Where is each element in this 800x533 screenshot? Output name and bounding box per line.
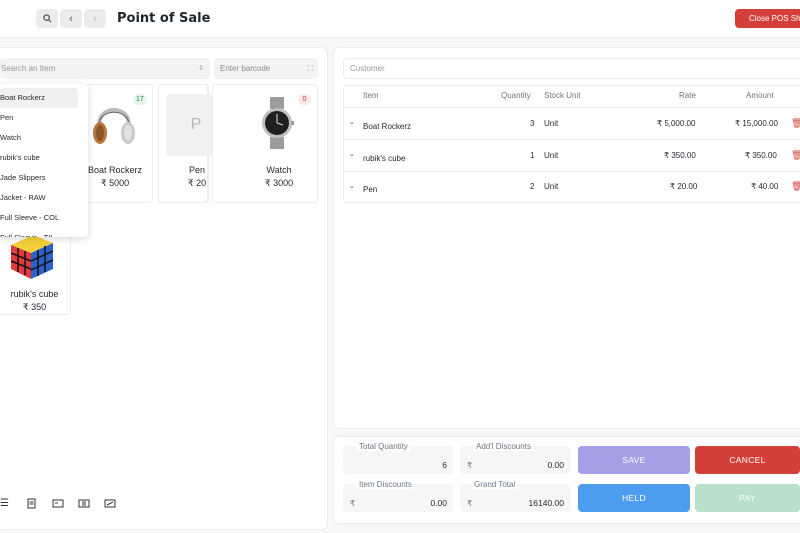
item-price: ₹ 20 — [187, 178, 207, 188]
cart-item-rate: ₹ 5,000.00 — [657, 119, 696, 128]
cart-item-quantity[interactable]: 1 — [530, 151, 535, 160]
search-button[interactable] — [36, 9, 58, 28]
grand-total-value: 16140.00 — [528, 498, 564, 508]
item-search-input[interactable]: Search an Item ⇕ — [0, 58, 210, 79]
chevron-down-icon[interactable]: ⌄ — [349, 183, 355, 190]
rubiks-cube-image — [10, 235, 54, 279]
dropdown-option[interactable]: Full Sleeve - TIL — [0, 228, 78, 237]
addl-discounts-value: 0.00 — [547, 460, 564, 470]
item-discounts-label: Item Discounts — [357, 480, 414, 489]
grand-total-label: Grand Total — [472, 480, 518, 489]
item-search-placeholder: Search an Item — [1, 64, 56, 73]
pay-button[interactable]: PAY — [695, 484, 800, 512]
cart-item-rate: ₹ 20.00 — [670, 182, 698, 191]
cart-item-name: Boat Rockerz — [363, 122, 412, 131]
cart-item-unit: Unit — [544, 119, 559, 128]
item-price: ₹ 5000 — [100, 178, 130, 188]
cart-item-name: rubik's cube — [363, 154, 406, 163]
cart-item-rate: ₹ 350.00 — [664, 151, 696, 160]
page-title: Point of Sale — [117, 11, 211, 26]
card-icon[interactable] — [52, 498, 64, 509]
cart-item-amount: ₹ 15,000.00 — [735, 119, 778, 128]
item-name: Pen — [188, 165, 205, 175]
row-divider — [344, 139, 800, 140]
row-divider — [344, 107, 800, 108]
forward-button[interactable]: › — [84, 9, 106, 28]
cart-item-unit: Unit — [544, 151, 559, 160]
currency-symbol: ₹ — [467, 499, 473, 508]
top-bar: ‹ › Point of Sale Close POS Shift — [0, 0, 800, 38]
cart-item-amount: ₹ 350.00 — [745, 151, 777, 160]
item-card-watch[interactable]: 0 Watch ₹ 3000 — [212, 84, 318, 203]
dropdown-option[interactable]: Jade Slippers — [0, 173, 46, 182]
item-card-pen-top[interactable]: P 42 Pen ₹ 20 — [158, 84, 229, 203]
item-price: ₹ 350 — [22, 302, 47, 312]
search-icon — [42, 14, 51, 23]
trash-icon[interactable]: 🗑 — [791, 118, 800, 128]
list-icon[interactable]: ☰ — [0, 498, 9, 509]
barcode-input[interactable]: Enter barcode ⛶ — [214, 58, 318, 79]
close-pos-shift-button[interactable]: Close POS Shift — [735, 9, 800, 28]
row-divider — [344, 171, 800, 172]
updown-icon: ⇕ — [198, 65, 204, 72]
item-search-dropdown: Boat Rockerz Pen Watch rubik's cube Jade… — [0, 84, 88, 237]
stock-badge: 0 — [298, 94, 311, 105]
addl-discounts-label: Add'l Discounts — [474, 442, 533, 451]
chevron-down-icon[interactable]: ⌄ — [349, 119, 355, 126]
dropdown-option[interactable]: Jacket - RAW — [0, 193, 46, 202]
total-quantity-value: 6 — [442, 460, 447, 470]
column-header-item: Item — [363, 91, 379, 100]
item-name: rubik's cube — [10, 289, 59, 299]
item-name: Boat Rockerz — [87, 165, 143, 175]
currency-symbol: ₹ — [467, 461, 473, 470]
headphones-image — [93, 108, 135, 144]
cancel-button[interactable]: CANCEL — [695, 446, 800, 474]
item-name: Watch — [266, 165, 292, 175]
held-button[interactable]: HELD — [578, 484, 690, 512]
back-button[interactable]: ‹ — [60, 9, 82, 28]
receipt-icon[interactable] — [26, 498, 37, 509]
customer-select[interactable]: Customer ⇕ — [343, 58, 800, 79]
column-header-quantity: Quantity — [501, 91, 531, 100]
stock-badge: 17 — [133, 94, 147, 105]
customer-placeholder: Customer — [350, 64, 385, 73]
grid-icon[interactable] — [78, 498, 90, 509]
total-quantity-label: Total Quantity — [357, 442, 410, 451]
cart-item-quantity[interactable]: 3 — [530, 119, 535, 128]
cart-panel — [333, 47, 800, 429]
dropdown-option[interactable]: Boat Rockerz — [0, 88, 78, 108]
pen-placeholder-letter: P — [190, 116, 202, 133]
dropdown-option[interactable]: rubik's cube — [0, 153, 40, 162]
cart-item-name: Pen — [363, 185, 378, 194]
trash-icon[interactable]: 🗑 — [791, 181, 800, 191]
save-button[interactable]: SAVE — [578, 446, 690, 474]
dropdown-option[interactable]: Pen — [0, 113, 14, 122]
cart-item-unit: Unit — [544, 182, 559, 191]
cart-item-amount: ₹ 40.00 — [751, 182, 779, 191]
cart-items-table — [343, 85, 800, 203]
chevron-left-icon: ‹ — [69, 12, 73, 25]
cart-item-quantity[interactable]: 2 — [530, 182, 535, 191]
watch-image — [262, 97, 294, 149]
column-header-rate: Rate — [679, 91, 696, 100]
dropdown-option[interactable]: Watch — [0, 133, 21, 142]
barcode-placeholder: Enter barcode — [220, 64, 271, 73]
image-icon[interactable] — [104, 498, 116, 509]
item-discounts-value: 0.00 — [430, 498, 447, 508]
chevron-right-icon: › — [93, 12, 97, 25]
column-header-stock-unit: Stock Unit — [544, 91, 581, 100]
trash-icon[interactable]: 🗑 — [791, 150, 800, 160]
scan-icon: ⛶ — [307, 64, 313, 73]
currency-symbol: ₹ — [350, 499, 356, 508]
item-price: ₹ 3000 — [264, 178, 294, 188]
dropdown-option[interactable]: Full Sleeve - COL — [0, 213, 60, 222]
column-header-amount: Amount — [746, 91, 774, 100]
chevron-down-icon[interactable]: ⌄ — [349, 151, 355, 158]
